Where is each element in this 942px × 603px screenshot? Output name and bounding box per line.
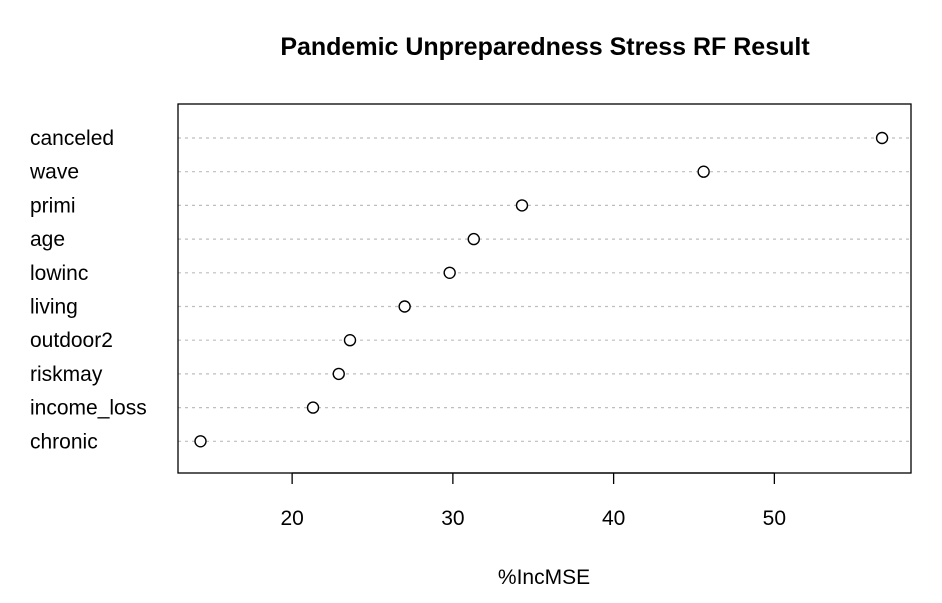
x-tick-label-50: 50 — [763, 507, 786, 530]
category-label-lowinc: lowinc — [30, 262, 88, 285]
data-point-canceled — [875, 131, 889, 145]
category-label-wave: wave — [29, 161, 79, 184]
x-tick-label-40: 40 — [602, 507, 625, 530]
data-point-lowinc — [443, 266, 456, 279]
category-labels: canceled wave primi age lowinc living outdoor2… — [29, 127, 147, 453]
category-label-living: living — [30, 296, 78, 319]
data-point-riskmay — [332, 367, 345, 381]
category-label-age: age — [30, 228, 65, 251]
x-tick-label-30: 30 — [441, 507, 464, 530]
data-point-living — [398, 300, 411, 313]
x-axis-label: %IncMSE — [498, 566, 590, 589]
data-point-wave — [697, 165, 710, 178]
data-point-outdoor2 — [343, 334, 357, 347]
grid-lines — [178, 137, 911, 442]
chart-title: Pandemic Unpreparedness Stress RF Result — [280, 33, 810, 61]
category-label-outdoor2: outdoor2 — [30, 329, 113, 352]
category-label-riskmay: riskmay — [30, 363, 103, 386]
category-label-primi: primi — [30, 194, 76, 217]
category-label-chronic: chronic — [30, 430, 98, 453]
data-point-age — [467, 232, 480, 246]
category-label-canceled: canceled — [30, 127, 114, 150]
category-label-income_loss: income_loss — [30, 397, 147, 420]
plot-frame — [177, 103, 912, 474]
data-point-primi — [515, 199, 529, 212]
x-tick-label-20: 20 — [280, 507, 303, 530]
x-axis: 20 30 40 50 — [280, 472, 786, 530]
data-point-chronic — [194, 435, 207, 448]
data-points — [194, 131, 889, 448]
data-point-income_loss — [306, 401, 320, 414]
